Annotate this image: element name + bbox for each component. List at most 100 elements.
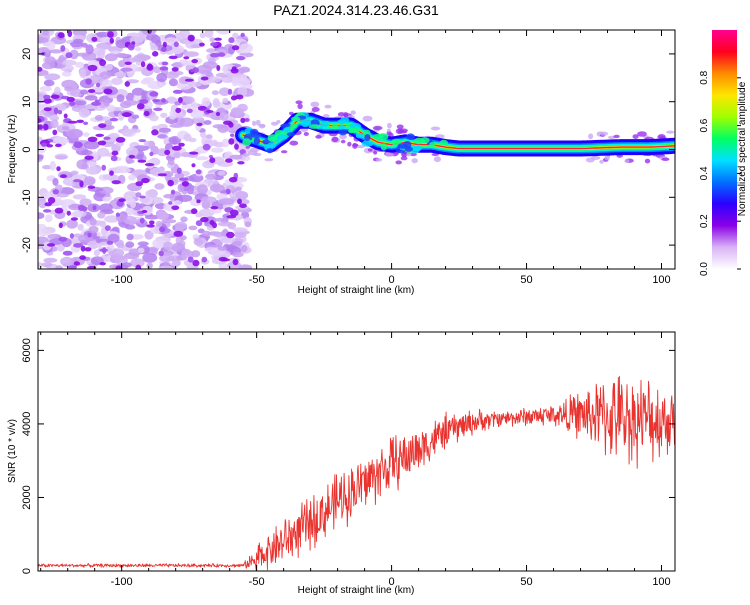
spectrogram-noise-peak bbox=[58, 236, 68, 242]
spectrogram-noise-blob bbox=[104, 53, 118, 62]
spectrogram-noise-blob bbox=[42, 165, 52, 170]
spectrogram-noise-blob bbox=[102, 196, 111, 202]
spectrogram-halo-blob bbox=[644, 158, 651, 164]
spectrogram-noise-blob bbox=[125, 92, 135, 102]
spectrogram-noise-blob bbox=[42, 30, 50, 36]
spectrogram-noise-blob bbox=[89, 74, 102, 85]
spectrogram-halo-blob bbox=[637, 131, 647, 137]
spectrogram-noise-blob bbox=[169, 123, 185, 128]
spectrogram-noise-blob bbox=[155, 220, 163, 228]
spectrogram-noise-peak bbox=[106, 240, 114, 245]
spectrogram-noise-blob bbox=[70, 88, 83, 98]
spectrogram-halo-blob bbox=[613, 134, 620, 139]
spectrogram-noise-peak bbox=[159, 226, 166, 233]
spectrogram-noise-blob bbox=[146, 262, 153, 269]
spectrogram-noise-peak bbox=[221, 258, 231, 262]
spectrogram-noise-peak bbox=[62, 250, 73, 256]
spectrogram-noise-blob bbox=[211, 90, 219, 96]
spectrogram-noise-peak bbox=[161, 98, 166, 103]
spectrogram-noise-blob bbox=[112, 226, 120, 233]
spectrogram-halo-blob bbox=[385, 152, 394, 157]
spectrogram-noise-blob bbox=[219, 236, 236, 244]
spectrogram-noise-peak bbox=[122, 112, 132, 118]
spectrogram-halo-blob bbox=[343, 112, 349, 117]
spectrogram-halo-blob bbox=[264, 158, 274, 162]
spectrogram-ridge-blob bbox=[406, 133, 415, 140]
spectrogram-noise-peak bbox=[144, 163, 155, 167]
spectrogram-halo-blob bbox=[373, 150, 378, 155]
spectrogram-ridge-blob bbox=[340, 117, 350, 123]
spectrogram-noise-blob bbox=[102, 173, 118, 181]
spectrogram-noise-peak bbox=[147, 63, 153, 70]
spectrogram-noise-peak bbox=[43, 123, 49, 131]
spectrogram-ridge-blob bbox=[267, 142, 277, 149]
spectrogram-noise-blob bbox=[188, 225, 198, 231]
spectrogram-noise-blob bbox=[173, 152, 181, 159]
spectrogram-halo-blob bbox=[259, 124, 265, 128]
snr-x-tick-label: 50 bbox=[520, 576, 532, 588]
spectrogram-noise-blob bbox=[174, 221, 188, 230]
spectrogram-noise-peak bbox=[208, 155, 213, 158]
snr-y-tick-label: 6000 bbox=[21, 338, 33, 362]
spectrogram-halo-blob bbox=[430, 126, 441, 131]
spectrogram-halo-blob bbox=[247, 150, 258, 156]
spectrogram-noise-blob bbox=[205, 134, 213, 139]
spectrogram-noise-blob bbox=[201, 196, 217, 204]
spectrogram-noise-blob bbox=[164, 72, 180, 79]
spectrogram-noise-peak bbox=[87, 64, 98, 72]
spectrogram-noise-blob bbox=[91, 47, 106, 56]
spectrogram-noise-peak bbox=[210, 206, 219, 210]
spectrogram-noise-blob bbox=[147, 80, 164, 90]
spectrogram-noise-blob bbox=[81, 52, 97, 61]
spectrogram-halo-blob bbox=[244, 118, 250, 122]
spectrogram-noise-peak bbox=[202, 143, 211, 151]
spectrogram-noise-peak bbox=[191, 59, 198, 64]
spectrogram-noise-blob bbox=[120, 67, 133, 72]
spectrogram-noise-blob bbox=[168, 136, 182, 145]
spectrogram-noise-peak bbox=[205, 110, 214, 113]
spectrogram-halo-blob bbox=[372, 125, 383, 131]
spectrogram-ridge-blob bbox=[348, 127, 361, 133]
spectrogram-halo-blob bbox=[340, 139, 346, 144]
spectrogram-noise-peak bbox=[195, 220, 203, 227]
spectrogram-noise-blob bbox=[235, 191, 249, 200]
spectrogram-noise-peak bbox=[139, 217, 145, 224]
spectrogram-halo-blob bbox=[324, 104, 332, 109]
spectrogram-noise-blob bbox=[52, 177, 59, 186]
spectrogram-noise-blob bbox=[150, 45, 159, 51]
spectrogram-noise-peak bbox=[98, 123, 107, 128]
spectrogram-noise-blob bbox=[66, 128, 83, 139]
spectrogram-noise-peak bbox=[87, 185, 96, 189]
spectrogram-noise-blob bbox=[193, 238, 204, 246]
spectrogram-noise-peak bbox=[97, 140, 107, 146]
spectrogram-noise-blob bbox=[173, 32, 186, 41]
spectrogram-noise-peak bbox=[43, 107, 52, 112]
spectrogram-noise-peak bbox=[115, 265, 123, 269]
spectrogram-noise-peak bbox=[103, 136, 111, 140]
spectrogram-noise-blob bbox=[219, 112, 229, 121]
spectrogram-halo-blob bbox=[387, 122, 392, 129]
spectrogram-noise-peak bbox=[67, 30, 73, 38]
spectrogram-noise-peak bbox=[67, 120, 78, 124]
spectrogram-noise-peak bbox=[152, 99, 160, 103]
spectrogram-noise-peak bbox=[52, 129, 58, 136]
spectrogram-noise-blob bbox=[142, 77, 155, 82]
spectrogram-halo-blob bbox=[289, 111, 294, 116]
snr-x-tick-label: -50 bbox=[249, 576, 265, 588]
spectrogram-noise-blob bbox=[85, 166, 101, 175]
spectrogram-noise-peak bbox=[66, 96, 75, 102]
colorbar-tick-label: 0.4 bbox=[699, 166, 710, 180]
spectrogram-noise-peak bbox=[173, 41, 179, 48]
spectrogram-noise-blob bbox=[125, 195, 134, 205]
spectrogram-noise-peak bbox=[158, 250, 164, 257]
spectrogram-noise-peak bbox=[153, 107, 163, 112]
spectrogram-noise-peak bbox=[209, 219, 215, 226]
spectrogram-noise-blob bbox=[142, 253, 158, 263]
colorbar-label: Normalized spectral amplitude bbox=[737, 81, 748, 216]
spectrogram-noise-peak bbox=[43, 94, 51, 100]
spectrogram-noise-blob bbox=[43, 79, 55, 87]
spectrogram-noise-blob bbox=[62, 59, 77, 66]
spectrogram-noise-peak bbox=[57, 110, 63, 115]
spectrogram-noise-blob bbox=[232, 32, 239, 39]
